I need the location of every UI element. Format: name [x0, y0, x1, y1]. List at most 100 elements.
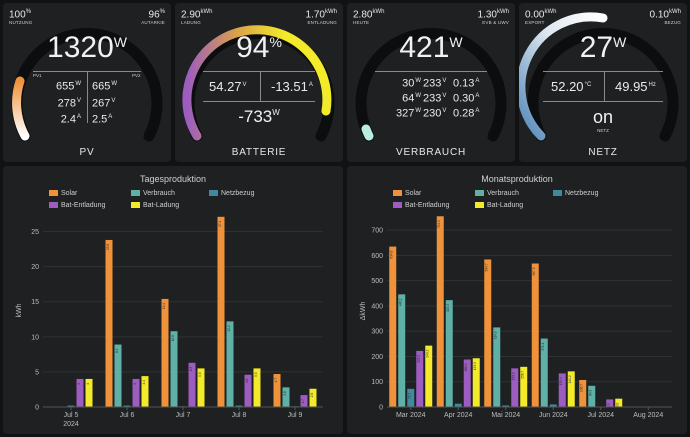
bar-bat-entladung[interactable] — [511, 368, 519, 407]
pv-string-divider — [87, 71, 88, 123]
bar-data-label: 27.1 — [218, 221, 222, 227]
bar-solar[interactable] — [273, 374, 281, 407]
y-tick-label: 0 — [379, 405, 383, 412]
legend-bat-entladung[interactable]: Bat-Entladung — [49, 202, 105, 209]
bar-data-label: 1.4 — [598, 411, 602, 416]
pv1-values: 655W 278V 2.4A — [55, 80, 81, 126]
bar-data-label: 1.7 — [301, 399, 305, 404]
bar-bat-entladung[interactable] — [132, 378, 140, 407]
bar-netzbezug[interactable] — [123, 405, 131, 407]
bar-bat-ladung[interactable] — [615, 398, 623, 407]
bar-netzbezug[interactable] — [235, 405, 243, 407]
verbrauch-card[interactable]: 2.80kWh HEUTE 1.30kWh EVB & UWV 421W 30W… — [347, 3, 515, 162]
bar-verbrauch[interactable] — [282, 387, 290, 407]
verbrauch-gauge — [355, 28, 507, 142]
legend-netzbezug[interactable]: Netzbezug — [553, 190, 598, 197]
netz-gauge-track — [527, 28, 679, 142]
bar-data-label: 222.2 — [417, 355, 421, 363]
legend-bat-ladung-swatch — [475, 202, 484, 209]
legend-bat-ladung[interactable]: Bat-Ladung — [131, 202, 179, 209]
bar-bat-entladung[interactable] — [606, 399, 614, 407]
bar-solar[interactable] — [436, 216, 444, 407]
bar-netzbezug[interactable] — [407, 388, 415, 407]
bar-bat-ladung[interactable] — [141, 376, 149, 407]
bar-data-label: 193.3 — [473, 362, 477, 370]
verbrauch-gauge-track — [355, 28, 507, 142]
bar-data-label: 0.2 — [68, 409, 72, 414]
bar-netzbezug[interactable] — [454, 403, 462, 407]
bar-bat-ladung[interactable] — [425, 345, 433, 407]
bar-data-label: 567.5 — [532, 267, 536, 275]
legend-netzbezug-swatch — [209, 190, 218, 197]
bar-verbrauch[interactable] — [226, 321, 234, 407]
legend-solar[interactable]: Solar — [49, 190, 77, 197]
bar-data-label: 0.2 — [124, 409, 128, 414]
bar-verbrauch[interactable] — [493, 327, 501, 407]
tagesproduktion-card: Tagesproduktion Solar Verbrauch Netzbezu… — [3, 166, 343, 434]
bar-data-label: 314.9 — [494, 331, 498, 339]
netz-frequency: 49.95Hz — [615, 79, 656, 94]
bar-bat-ladung[interactable] — [253, 368, 261, 407]
bar-data-label: 12.2 — [227, 325, 231, 331]
bar-verbrauch[interactable] — [540, 338, 548, 407]
bar-netzbezug[interactable] — [67, 405, 75, 407]
bar-bat-ladung[interactable] — [520, 366, 528, 407]
legend-bat-entladung-swatch — [393, 202, 402, 209]
bar-verbrauch[interactable] — [588, 385, 596, 407]
bar-bat-ladung[interactable] — [85, 378, 93, 407]
legend-solar[interactable]: Solar — [393, 190, 421, 197]
bar-verbrauch[interactable] — [114, 344, 122, 407]
bar-bat-entladung[interactable] — [76, 378, 84, 407]
bar-bat-entladung[interactable] — [244, 374, 252, 407]
bar-solar[interactable] — [217, 216, 225, 407]
pv-card[interactable]: 100% NUTZUNG 96% AUTARKIE 1320W PV1 PV2 … — [3, 3, 171, 162]
bar-solar[interactable] — [161, 298, 169, 407]
bar-bat-entladung[interactable] — [188, 362, 196, 407]
bar-solar[interactable] — [579, 379, 587, 407]
bar-data-label: 72.7 — [408, 393, 412, 399]
bar-bat-entladung[interactable] — [416, 350, 424, 407]
bar-bat-entladung[interactable] — [558, 373, 566, 407]
bar-bat-entladung[interactable] — [300, 395, 308, 407]
y-axis-label: kWh — [16, 303, 23, 317]
bar-verbrauch[interactable] — [445, 300, 453, 407]
bar-bat-ladung[interactable] — [309, 388, 317, 407]
bar-solar[interactable] — [389, 246, 397, 407]
bar-data-label: 4 — [86, 383, 90, 385]
batterie-card[interactable]: 2.90kWh LADUNG 1.70kWh ENTLADUNG 94% 54.… — [175, 3, 343, 162]
legend-bat-ladung[interactable]: Bat-Ladung — [475, 202, 523, 209]
legend-verbrauch[interactable]: Verbrauch — [131, 190, 175, 197]
bar-verbrauch[interactable] — [170, 331, 178, 407]
y-tick-label: 25 — [31, 229, 39, 236]
netz-card[interactable]: 0.00kWh EXPORT 0.10kWh BEZUG 27W 52.20°C… — [519, 3, 687, 162]
legend-bat-entladung-swatch — [49, 202, 58, 209]
bar-data-label: 4.4 — [142, 380, 146, 385]
bar-solar[interactable] — [484, 259, 492, 407]
bar-solar[interactable] — [531, 263, 539, 407]
monatsproduktion-card: Monatsproduktion Solar Verbrauch Netzbez… — [347, 166, 687, 434]
bar-netzbezug[interactable] — [549, 404, 557, 407]
bar-verbrauch[interactable] — [398, 294, 406, 407]
bar-bat-ladung[interactable] — [197, 368, 205, 407]
bar-solar[interactable] — [105, 239, 113, 407]
legend-netzbezug[interactable]: Netzbezug — [209, 190, 254, 197]
bar-data-label: 141.2 — [568, 375, 572, 383]
tagesproduktion-legend: Solar Verbrauch Netzbezug Bat-Entladung … — [3, 166, 343, 216]
y-tick-label: 700 — [371, 228, 383, 235]
bar-data-label: 23.8 — [106, 244, 110, 250]
x-tick-label: Jul 7 — [176, 412, 191, 419]
y-tick-label: 15 — [31, 299, 39, 306]
bar-bat-entladung[interactable] — [463, 359, 471, 407]
bar-bat-ladung[interactable] — [567, 371, 575, 407]
bar-data-label: 10.8 — [171, 335, 175, 341]
legend-verbrauch[interactable]: Verbrauch — [475, 190, 519, 197]
bar-netzbezug[interactable] — [502, 405, 510, 407]
verbrauch-power-value: 421W — [399, 31, 463, 64]
legend-netzbezug-swatch — [553, 190, 562, 197]
bar-data-label: 4 — [77, 383, 81, 385]
netz-power-value: 27W — [579, 31, 627, 64]
x-tick-label: Mai 2024 — [491, 412, 520, 419]
netz-divider-bottom — [543, 101, 663, 102]
bar-bat-ladung[interactable] — [472, 358, 480, 407]
legend-bat-entladung[interactable]: Bat-Entladung — [393, 202, 449, 209]
